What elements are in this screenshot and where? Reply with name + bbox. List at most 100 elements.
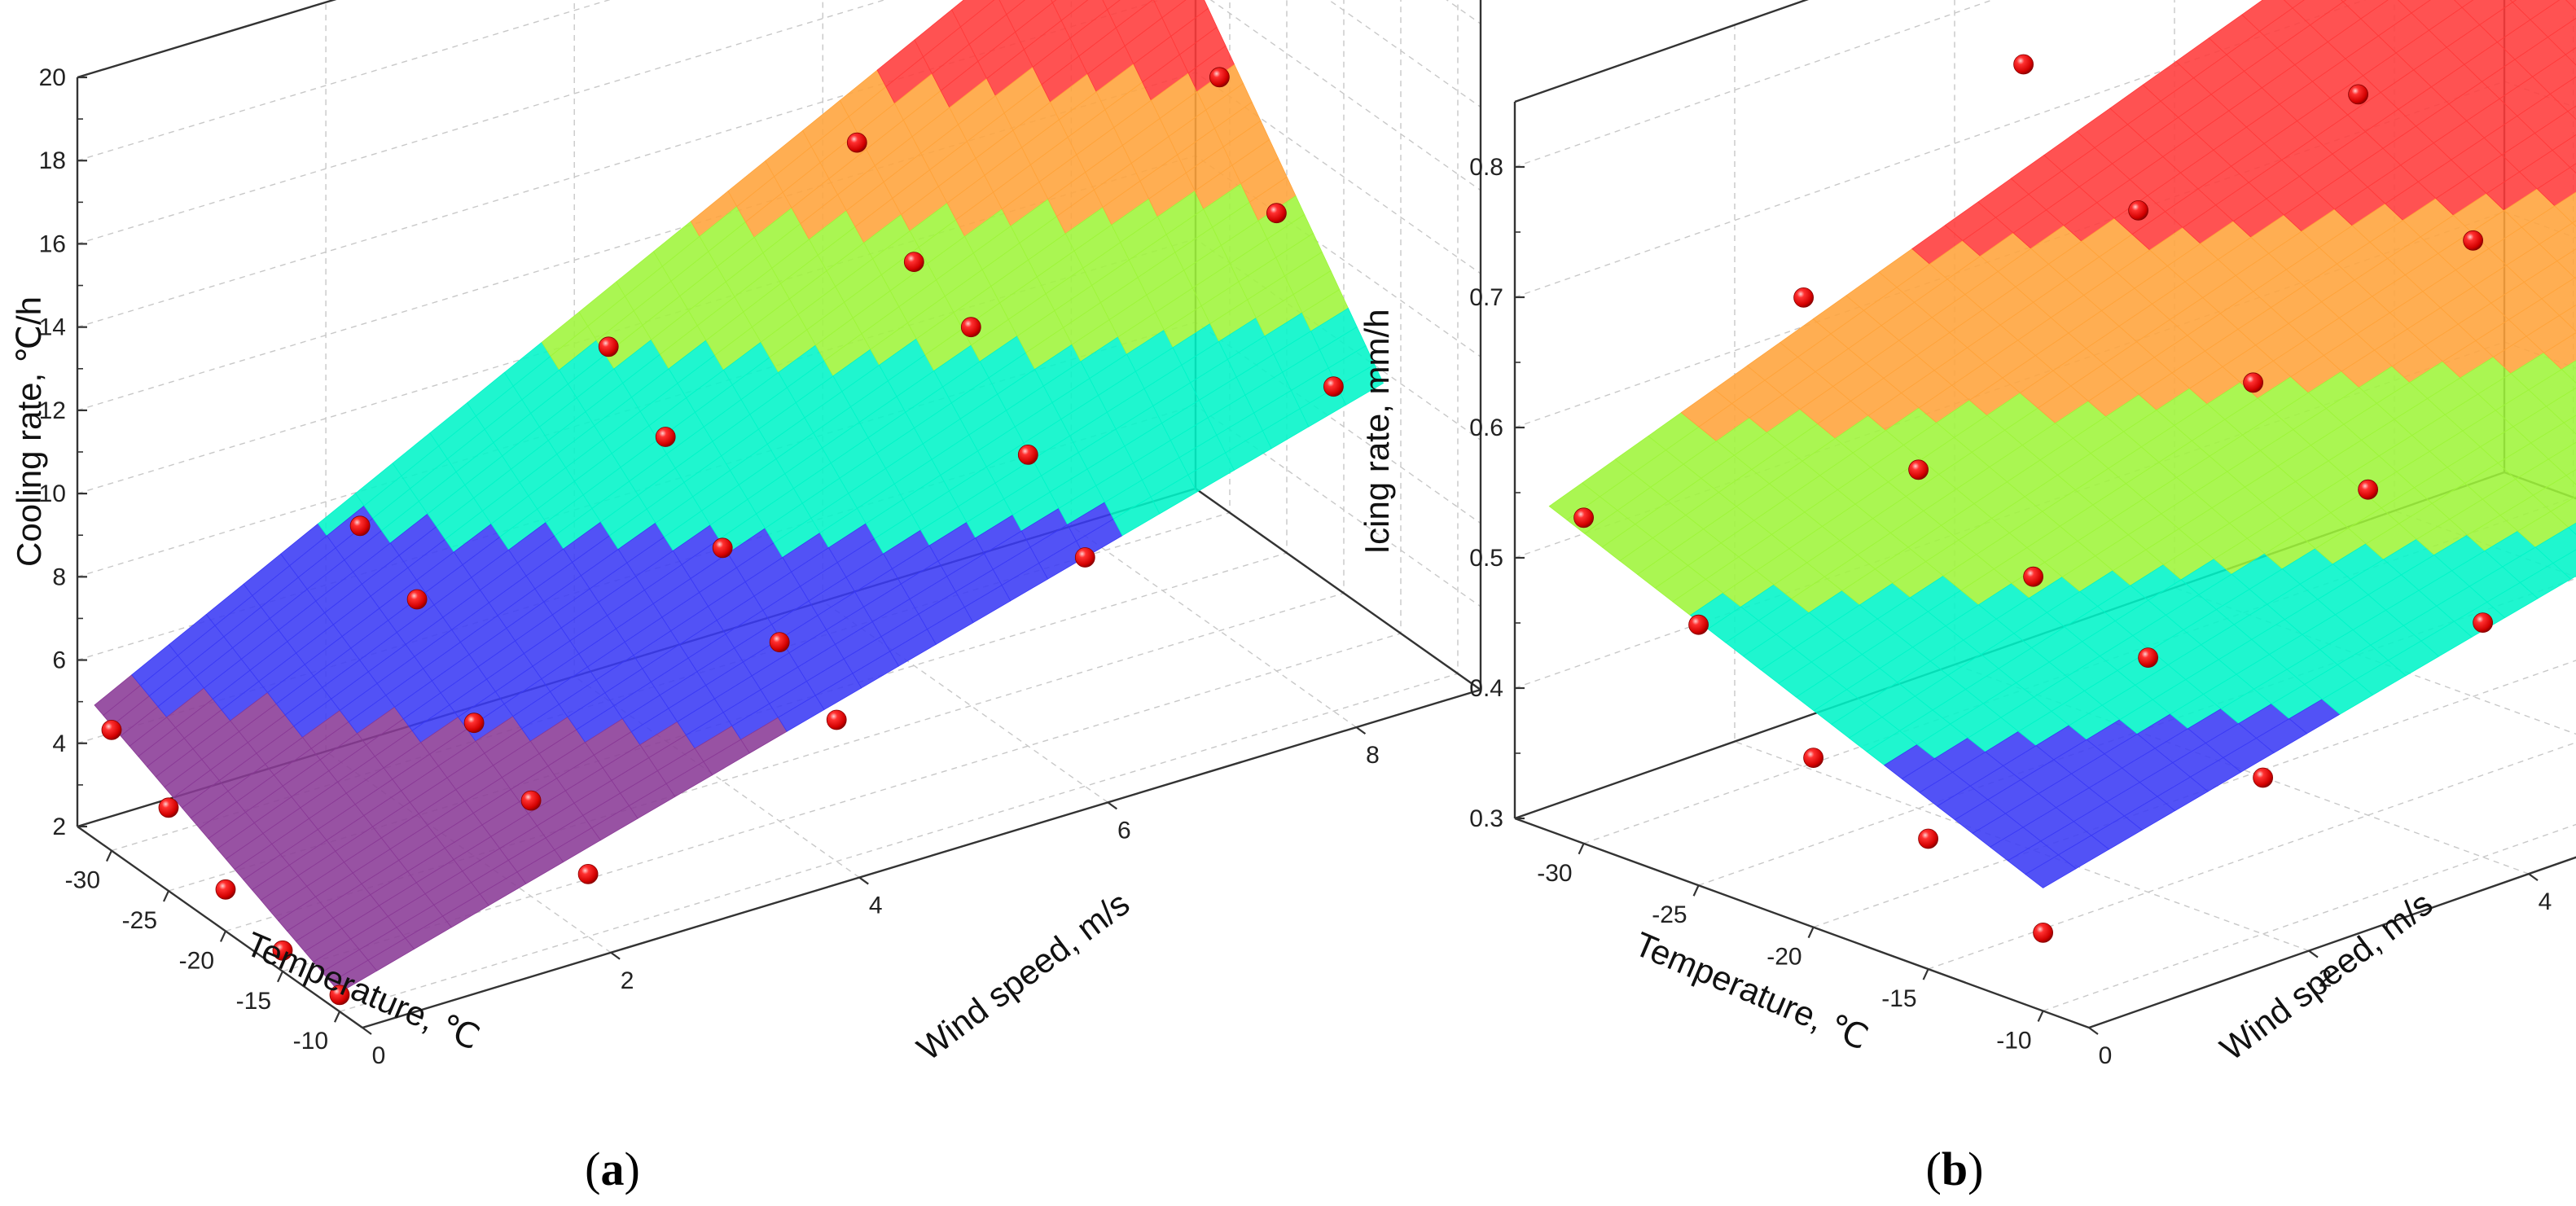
data-point bbox=[712, 537, 733, 559]
data-point bbox=[2138, 647, 2159, 668]
panel-a-y-axis-title: Wind speed, m/s bbox=[910, 884, 1136, 1068]
z-tick-label: 10 bbox=[39, 480, 66, 507]
z-tick-label: 8 bbox=[52, 564, 66, 590]
z-tick-label: 14 bbox=[39, 314, 66, 341]
axis-line bbox=[2088, 856, 2576, 1029]
data-point bbox=[1323, 376, 1344, 397]
surface-patch bbox=[2552, 549, 2576, 580]
surface-patch bbox=[2565, 47, 2576, 66]
data-point bbox=[1074, 547, 1095, 568]
z-tick-label: 6 bbox=[52, 647, 66, 674]
data-point bbox=[769, 632, 790, 652]
y-tick-mark bbox=[2528, 873, 2539, 882]
surface-patch bbox=[2530, 0, 2576, 38]
data-point bbox=[1908, 459, 1929, 480]
back-frame-edge bbox=[77, 0, 337, 79]
surface-patch bbox=[2539, 222, 2576, 262]
data-point bbox=[1803, 748, 1824, 768]
x-tick-label: -30 bbox=[1537, 860, 1572, 887]
z-tick-label: 0.4 bbox=[1469, 675, 1503, 702]
surface-patch bbox=[2549, 76, 2576, 112]
x-tick-mark bbox=[334, 1011, 340, 1023]
data-point bbox=[2013, 54, 2034, 75]
surface-patch bbox=[2568, 522, 2576, 535]
x-tick-label: -25 bbox=[122, 907, 157, 934]
surface-patch bbox=[1102, 0, 1121, 11]
grid-line-z bbox=[77, 0, 1481, 161]
x-tick-mark bbox=[163, 890, 169, 902]
data-point bbox=[2473, 612, 2494, 633]
data-point bbox=[2243, 372, 2264, 393]
grid-line-y bbox=[1954, 0, 2530, 875]
z-tick-label: 20 bbox=[39, 64, 66, 91]
x-tick-label: -10 bbox=[1996, 1027, 2031, 1054]
y-tick-label: 2 bbox=[2319, 966, 2332, 993]
data-point bbox=[577, 864, 599, 884]
surface-patch bbox=[2556, 248, 2576, 278]
data-point bbox=[2253, 767, 2274, 788]
y-tick-label: 0 bbox=[2099, 1042, 2113, 1069]
surface-patch bbox=[998, 0, 1025, 15]
y-tick-label: 4 bbox=[2539, 888, 2552, 915]
y-tick-mark bbox=[1107, 801, 1117, 810]
data-point bbox=[2023, 566, 2044, 587]
y-tick-mark bbox=[610, 951, 621, 960]
grid-line-z bbox=[77, 0, 1481, 245]
grid-line-z bbox=[77, 0, 336, 78]
grid-line-y bbox=[2174, 0, 2576, 735]
data-point bbox=[655, 427, 676, 447]
x-tick-label: -15 bbox=[1881, 985, 1916, 1012]
z-tick-label: 18 bbox=[39, 147, 66, 174]
surface-patch bbox=[2547, 441, 2576, 476]
data-point bbox=[349, 515, 371, 537]
x-tick-mark bbox=[2037, 1010, 2044, 1022]
surface-patch bbox=[2534, 527, 2576, 564]
data-point bbox=[329, 985, 350, 1006]
x-tick-mark bbox=[1807, 927, 1815, 939]
x-tick-mark bbox=[106, 850, 112, 862]
back-frame-edge bbox=[1195, 488, 1481, 691]
y-tick-mark bbox=[2088, 1027, 2099, 1035]
data-point bbox=[2348, 84, 2369, 105]
surface-patch bbox=[2543, 332, 2576, 371]
data-point bbox=[2033, 923, 2054, 943]
back-frame-edge bbox=[1514, 0, 1809, 103]
surface-patch bbox=[2532, 54, 2576, 94]
surface-patch bbox=[2554, 191, 2576, 224]
y-tick-label: 0 bbox=[372, 1042, 386, 1069]
surface-patch bbox=[2550, 496, 2576, 528]
data-point bbox=[846, 132, 867, 153]
data-point bbox=[1017, 445, 1038, 465]
surface-patch bbox=[1051, 0, 1089, 21]
x-tick-label: -15 bbox=[236, 988, 271, 1015]
z-tick-label: 0.6 bbox=[1469, 414, 1503, 441]
data-point bbox=[903, 252, 924, 273]
panel-a-chart: 2 4 6 8 10 12 14 16 18 20 -30 -25 -20 -15 -10 0 2 4 6 8 Coo… bbox=[10, 0, 1482, 1195]
surface-patch bbox=[2558, 305, 2576, 332]
x-tick-label: -25 bbox=[1652, 901, 1687, 928]
axis-line bbox=[362, 688, 1481, 1029]
surface-patch bbox=[2565, 0, 2576, 11]
data-point bbox=[2463, 230, 2484, 251]
y-tick-label: 2 bbox=[621, 967, 634, 994]
data-point bbox=[826, 709, 847, 730]
grid-line-x bbox=[2043, 823, 2576, 1012]
surface-patch bbox=[2541, 277, 2576, 316]
data-point bbox=[215, 879, 236, 900]
y-tick-mark bbox=[858, 876, 869, 885]
x-tick-mark bbox=[1922, 968, 1929, 980]
data-point bbox=[1793, 287, 1815, 308]
panel-a-ticks: 2 4 6 8 10 12 14 16 18 20 -30 -25 -20 -15 -10 0 2 4 6 8 bbox=[39, 64, 1380, 1069]
panel-a-label: (a) bbox=[585, 1142, 640, 1195]
z-tick-label: 4 bbox=[52, 730, 66, 757]
y-tick-label: 4 bbox=[869, 892, 883, 919]
data-point bbox=[101, 720, 122, 740]
panel-b-z-axis-title: Icing rate, mm/h bbox=[1358, 309, 1396, 554]
data-point bbox=[272, 940, 293, 961]
surface-patch bbox=[2547, 17, 2576, 55]
panel-a-z-axis-title: Cooling rate, ℃/h bbox=[10, 296, 48, 567]
data-point bbox=[1918, 828, 1939, 849]
